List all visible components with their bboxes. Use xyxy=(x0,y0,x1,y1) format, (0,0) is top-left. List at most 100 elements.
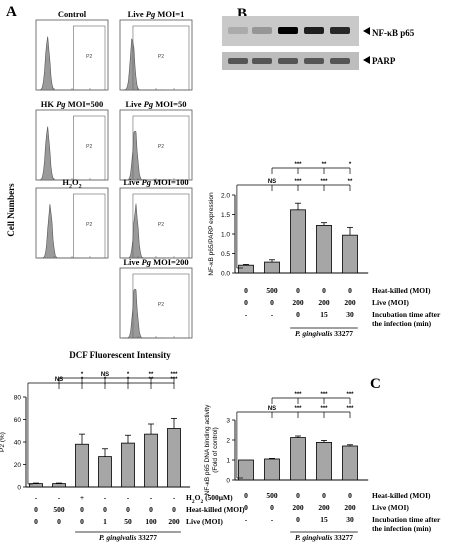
sig-label-ctrl: NS xyxy=(268,406,276,412)
gate-p2 xyxy=(132,193,190,259)
table-cell: 0 xyxy=(348,286,352,295)
sig-label-ctrl: *** xyxy=(320,179,328,185)
row-label: Live (MOI) xyxy=(372,298,409,307)
table-cell: 500 xyxy=(266,491,278,500)
table-cell: 15 xyxy=(320,515,328,524)
table-cell: - xyxy=(35,493,38,502)
table-cell: 0 xyxy=(348,491,352,500)
row-label: Live (MOI) xyxy=(186,517,223,526)
sig-label-top: * xyxy=(81,372,84,378)
blot-arrow-nfkb xyxy=(363,27,370,35)
y-tick-label: 1.0 xyxy=(221,232,230,239)
table-cell: 0 xyxy=(244,286,248,295)
bar xyxy=(316,441,332,481)
histogram-title: Live Pg MOI=1 xyxy=(128,9,185,19)
blot-band-parp xyxy=(330,58,350,64)
table-cell: 1 xyxy=(103,517,107,526)
panel-label-b: B xyxy=(237,6,247,22)
table-cell: - xyxy=(104,493,107,502)
table-cell: 0 xyxy=(270,503,274,512)
sig-label-top: *** xyxy=(294,162,302,168)
row-label: H2O2 (500μM) xyxy=(186,493,233,505)
sig-label-top: *** xyxy=(320,392,328,398)
panel-label-c: C xyxy=(370,376,381,392)
sig-label-top: ** xyxy=(322,162,327,168)
blot-band-nfkb xyxy=(330,27,350,34)
sig-label-ctrl: * xyxy=(127,377,130,383)
table-cell: 0 xyxy=(149,505,153,514)
row-label: Heat-killed (MOI) xyxy=(186,505,245,514)
y-tick-label: 3 xyxy=(226,418,230,425)
bar xyxy=(98,456,112,488)
bar xyxy=(238,459,254,481)
table-cell: 200 xyxy=(292,503,304,512)
sig-label-ctrl: *** xyxy=(320,406,328,412)
table-cell: 0 xyxy=(296,491,300,500)
y-axis-label: NF-κB p65 DNA binding activity(Fold of c… xyxy=(204,404,219,495)
table-cell: 500 xyxy=(53,505,65,514)
blot-band-parp xyxy=(252,58,272,64)
table-cell: + xyxy=(80,493,84,502)
table-cell: 200 xyxy=(344,298,356,307)
row-label: Incubation time after the infection (min) xyxy=(372,515,441,533)
table-cell: 0 xyxy=(296,515,300,524)
table-cell: 15 xyxy=(320,310,328,319)
y-tick-label: 0 xyxy=(17,485,21,492)
table-cell: 200 xyxy=(318,503,330,512)
row-label: Live (MOI) xyxy=(372,503,409,512)
table-cell: 0 xyxy=(80,517,84,526)
table-cell: 200 xyxy=(318,298,330,307)
table-cell: - xyxy=(271,310,274,319)
bar xyxy=(75,443,89,488)
blot-band-parp xyxy=(304,58,324,64)
table-cell: - xyxy=(173,493,176,502)
sig-label-ctrl: * xyxy=(81,377,84,383)
table-cell: - xyxy=(58,493,61,502)
histogram-title: Live Pg MOI=100 xyxy=(123,177,188,187)
sig-label-top: * xyxy=(127,372,130,378)
blot-band-parp xyxy=(278,58,298,64)
table-cell: 0 xyxy=(80,505,84,514)
table-cell: - xyxy=(271,515,274,524)
y-axis-label: NF-κB p65/PARP expression xyxy=(208,192,215,276)
bar xyxy=(290,437,306,481)
panel-label-a: A xyxy=(6,4,17,20)
y-tick-label: 0.0 xyxy=(221,271,230,278)
sig-label-ctrl: NS xyxy=(55,377,63,383)
gate-p2 xyxy=(132,25,190,91)
sig-label-top: ** xyxy=(149,372,154,378)
table-cell: 0 xyxy=(244,491,248,500)
table-cell: 0 xyxy=(57,517,61,526)
sig-label-top: NS xyxy=(101,372,109,378)
table-cell: 0 xyxy=(244,298,248,307)
sig-label-ctrl: ** xyxy=(149,377,154,383)
table-cell: 30 xyxy=(346,310,354,319)
table-cell: 0 xyxy=(244,503,248,512)
gate-label: P2 xyxy=(86,144,92,150)
strain-label: P. gingivalis 33277 xyxy=(295,533,353,542)
western-blot xyxy=(222,16,370,70)
y-axis-label: P2 (%) xyxy=(0,432,6,452)
gate-label: P2 xyxy=(158,222,164,228)
bar xyxy=(144,433,158,488)
strain-label: P. gingivalis 33277 xyxy=(295,329,353,338)
blot-band-nfkb xyxy=(304,27,324,34)
sig-label-top: *** xyxy=(294,392,302,398)
table-cell: - xyxy=(245,310,248,319)
bar xyxy=(342,234,358,274)
sig-label-ctrl: *** xyxy=(170,377,178,383)
table-cell: 50 xyxy=(124,517,132,526)
strain-label: P. gingivalis 33277 xyxy=(99,533,157,542)
gate-p2 xyxy=(132,273,190,339)
table-cell: 200 xyxy=(168,517,180,526)
table-cell: 30 xyxy=(346,515,354,524)
sig-label-ctrl: ** xyxy=(348,179,353,185)
gate-p2 xyxy=(73,25,106,91)
gate-label: P2 xyxy=(158,302,164,308)
sig-label-ctrl: *** xyxy=(294,406,302,412)
table-cell: 0 xyxy=(34,505,38,514)
gate-label: P2 xyxy=(86,222,92,228)
histogram-frame xyxy=(119,187,193,259)
bar xyxy=(238,264,254,274)
sig-label-top: *** xyxy=(170,372,178,378)
